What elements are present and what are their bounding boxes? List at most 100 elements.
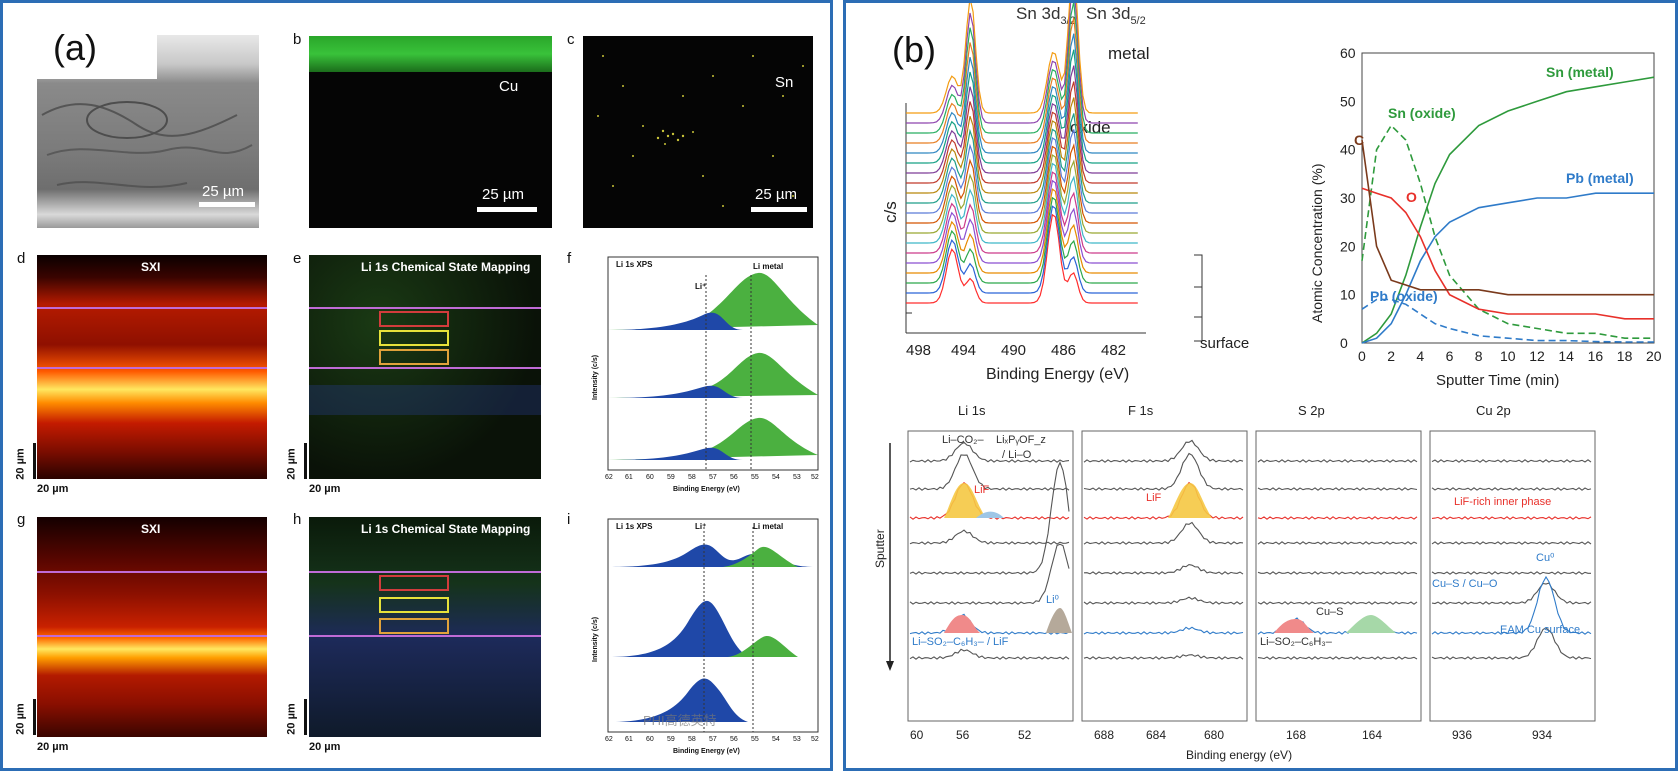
- xps-f-tick-7: 55: [751, 474, 759, 481]
- scale-h-vertical: [304, 699, 307, 735]
- chem-map-e: Li 1s Chemical State Mapping: [309, 255, 541, 479]
- stack-xlabel: Binding energy (eV): [1186, 748, 1292, 762]
- xps-i-tick-1: 61: [625, 736, 633, 743]
- sub-label-h: h: [293, 511, 302, 528]
- sn-spectrum-line: [906, 113, 1138, 204]
- scale-label-a: 25 µm: [202, 183, 244, 200]
- stack-spectrum-line: [1083, 654, 1244, 660]
- stack-spectrum-line: [1257, 656, 1418, 660]
- line-g2: [37, 635, 267, 637]
- stack-ticks: 60 56 52 688 684 680 168 164 936 934: [910, 728, 1552, 742]
- lbl-pb-oxide: Pb (oxide): [1370, 288, 1438, 304]
- cu-layer: [309, 36, 552, 72]
- lbl-li-so2: Li–SO₂–C₆H₃– / LiF: [912, 636, 1009, 648]
- depth-ylabel: Atomic Concentration (%): [1309, 163, 1325, 323]
- stack-spectrum-line: [1257, 541, 1418, 545]
- depth-xtick: 4: [1416, 348, 1424, 364]
- stack-spectrum-line: [1257, 601, 1418, 605]
- s-tick-164: 164: [1362, 728, 1382, 742]
- sub-label-i: i: [567, 511, 571, 528]
- scale-g-vertical: [33, 699, 36, 735]
- lbl-cus-cuo: Cu–S / Cu–O: [1432, 578, 1498, 590]
- scale-g-h-label: 20 µm: [37, 741, 69, 753]
- xps-i-ylabel: Intensity (c/s): [592, 617, 599, 662]
- lbl-sn-metal: Sn (metal): [1546, 64, 1614, 80]
- scale-d-vertical: [33, 443, 36, 479]
- panel-a: 25 µm (a) b Cu 25 µm c Sn 25 µm d SXI: [0, 0, 833, 771]
- xps-i-tick-2: 60: [646, 736, 654, 743]
- sxi-map-g: SXI: [37, 517, 267, 737]
- xps-f-ticks: 62 61 60 59 58 57 56 55 54 53 52: [605, 474, 819, 481]
- blue-band-e: [309, 385, 541, 415]
- surface-label: surface: [1200, 335, 1249, 352]
- depth-xtick: 12: [1529, 348, 1545, 364]
- sn-spectrum-line: [906, 162, 1138, 244]
- xps-i-tick-4: 58: [688, 736, 696, 743]
- xps-i-li-metal: Li metal: [753, 522, 783, 531]
- stack-fills: [944, 483, 1396, 633]
- xps-i-tick-3: 59: [667, 736, 675, 743]
- xps-i-ticks: 62 61 60 59 58 57 56 55 54 53 52: [605, 736, 819, 743]
- sn3d-spectra: Sn 3d3/2 Sn 3d5/2 metal oxide c/s 498 49…: [881, 3, 1249, 383]
- sn-spectrum-line: [906, 3, 1138, 114]
- li-tick-60: 60: [910, 728, 924, 742]
- stack-spectrum-line: [1083, 564, 1244, 575]
- depth-ytick: 20: [1340, 238, 1356, 254]
- col-title-s: S 2p: [1298, 403, 1325, 418]
- series-pb-metal: [1361, 192, 1654, 344]
- depth-xtick: 6: [1446, 348, 1454, 364]
- lbl-cu-s: Cu–S: [1316, 606, 1344, 618]
- scale-e-v-label: 20 µm: [285, 448, 298, 480]
- series-o: [1361, 187, 1654, 320]
- scale-e-vertical: [304, 443, 307, 479]
- lbl-lixpyofz: LiₓPᵧOF_z: [996, 434, 1046, 446]
- xps-i-tick-5: 57: [709, 736, 717, 743]
- lbl-li-o: / Li–O: [1002, 449, 1032, 461]
- lbl-lif-rich: LiF-rich inner phase: [1454, 496, 1551, 508]
- depth-ytick: 50: [1340, 93, 1356, 109]
- roi-red-h: [379, 575, 449, 591]
- series-pb-oxide: [1361, 298, 1654, 343]
- xps-f-tick-8: 54: [772, 474, 780, 481]
- scale-bar-c: [751, 207, 807, 212]
- xps-i-xlabel: Binding Energy (eV): [673, 748, 740, 755]
- sn-spectrum-line: [906, 129, 1138, 214]
- stack-spectrum-line: [909, 543, 1070, 605]
- cu-tick-936: 936: [1452, 728, 1472, 742]
- stack-spectrum-line: [909, 648, 1070, 660]
- col-title-li: Li 1s: [958, 403, 986, 418]
- sub-label-f: f: [567, 250, 572, 267]
- be-tick-494: 494: [951, 342, 976, 359]
- be-axis-label: Binding Energy (eV): [986, 366, 1129, 383]
- sn-spectrum-line: [906, 33, 1138, 154]
- stack-spectrum-line: [1083, 452, 1244, 491]
- scale-label-b: 25 µm: [482, 186, 524, 203]
- xps-f-tick-2: 60: [646, 474, 654, 481]
- stack-spectrum-line: [1257, 459, 1418, 463]
- chem-title-h: Li 1s Chemical State Mapping: [361, 522, 531, 536]
- stack-spectrum-line: [1431, 582, 1592, 605]
- sn-spectrum-line: [906, 49, 1138, 164]
- roi-red-e: [379, 311, 449, 327]
- sn-x-ticks: 498 494 490 486 482: [906, 342, 1126, 359]
- sn-spectrum-line: [906, 3, 1138, 124]
- stack-labels: Li–CO₂– LiₓPᵧOF_z / Li–O LiF LiF Li⁰ Li–…: [912, 434, 1580, 648]
- sem-texture: [41, 101, 253, 188]
- stack-spectrum-line: [909, 454, 1070, 491]
- be-tick-486: 486: [1051, 342, 1076, 359]
- roi-orange-e: [379, 349, 449, 365]
- depth-xtick: 0: [1358, 348, 1366, 364]
- sn-spectrum-line: [906, 196, 1138, 284]
- sn-spectrum-line: [906, 171, 1138, 254]
- stack-spectrum-line: [1431, 516, 1592, 520]
- sputter-label: Sputter: [873, 529, 887, 568]
- cu-map: Cu 25 µm: [309, 36, 552, 228]
- label-cu: Cu: [499, 78, 519, 95]
- sxi-title-g: SXI: [141, 522, 161, 536]
- xps-f-li-metal: Li metal: [753, 262, 783, 271]
- sn-spectrum-line: [906, 188, 1138, 274]
- xps-f-li-plus: Li⁺: [695, 282, 706, 291]
- sn-map: Sn 25 µm: [583, 36, 813, 228]
- depth-xtick: 18: [1617, 348, 1633, 364]
- watermark: PHI高德英特: [643, 713, 717, 728]
